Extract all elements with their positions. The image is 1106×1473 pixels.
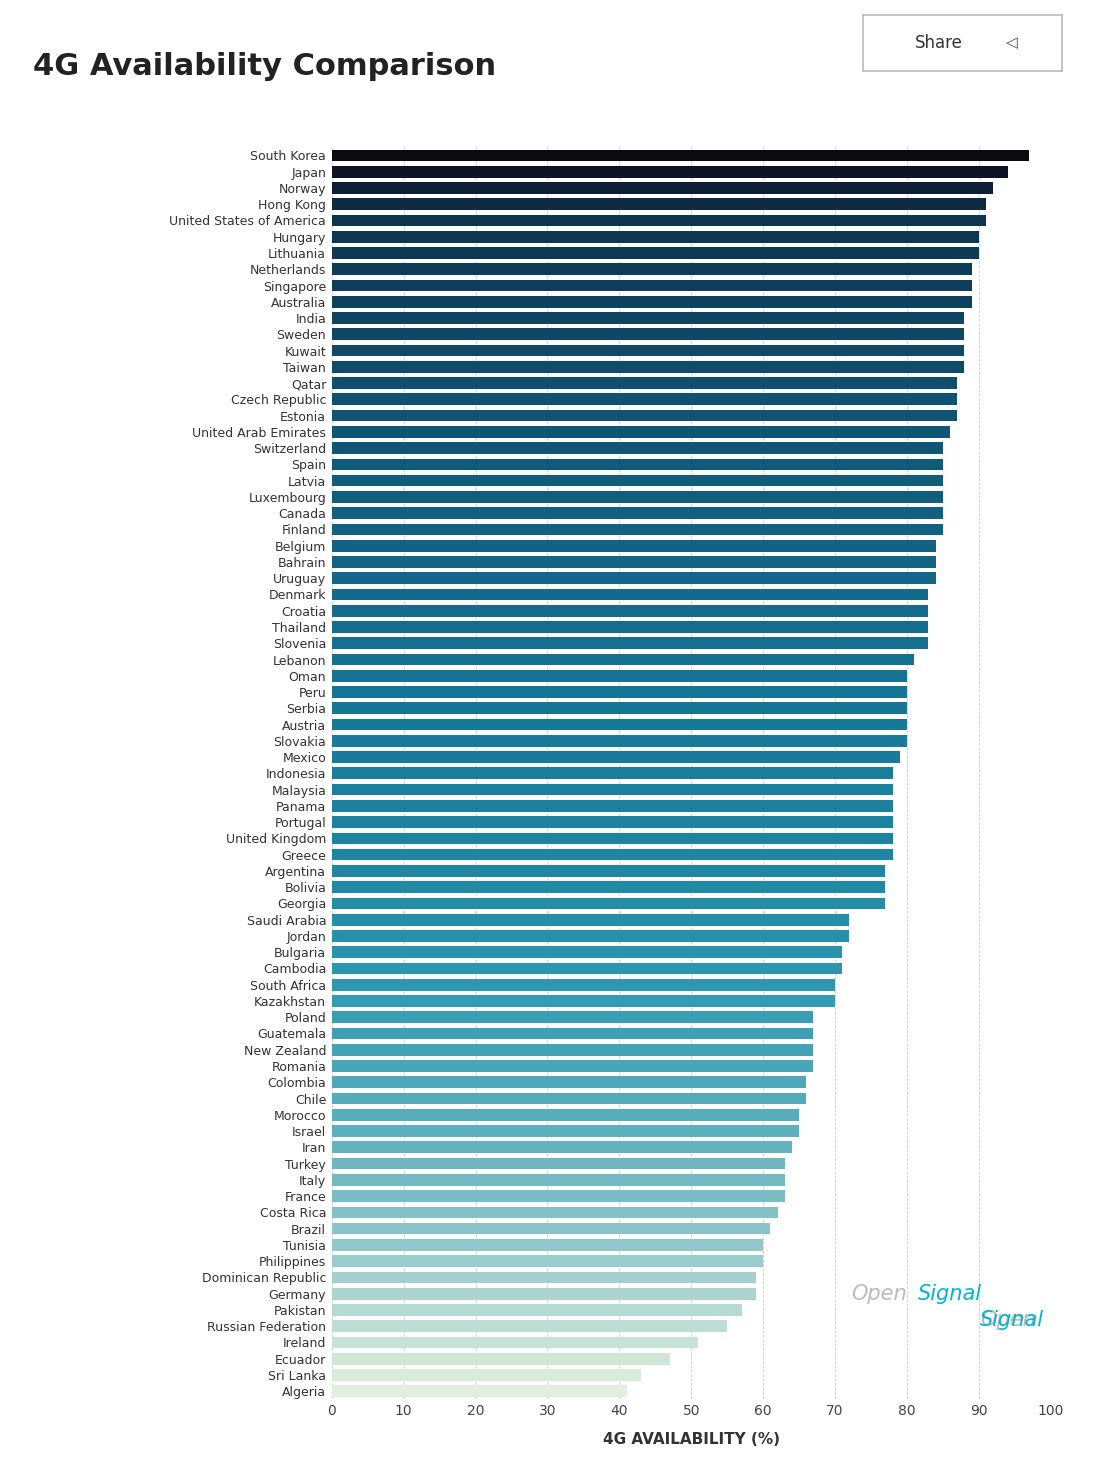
Bar [332, 361, 964, 373]
Text: Share: Share [915, 34, 962, 52]
Bar [332, 1190, 785, 1202]
Bar [332, 1125, 799, 1137]
Bar [332, 491, 942, 502]
Bar [332, 816, 893, 828]
Bar [332, 215, 987, 227]
Bar [332, 686, 907, 698]
Bar [332, 784, 893, 795]
Bar [332, 1368, 641, 1380]
Bar [332, 670, 907, 682]
Bar [332, 881, 885, 893]
Bar [332, 1287, 757, 1299]
Bar [332, 996, 835, 1008]
Text: Open: Open [981, 1311, 1036, 1330]
Bar [332, 1255, 763, 1267]
Bar [332, 589, 929, 601]
Bar [332, 539, 936, 551]
Bar [332, 150, 1029, 161]
Bar [332, 622, 929, 633]
Bar [332, 1158, 785, 1170]
Bar [332, 1223, 770, 1234]
Bar [332, 703, 907, 714]
Bar [332, 1012, 814, 1024]
Bar [332, 280, 972, 292]
Bar [332, 507, 942, 518]
Bar [332, 1320, 728, 1332]
Bar [332, 312, 964, 324]
Bar [332, 1206, 778, 1218]
Bar [332, 1174, 785, 1186]
Bar [332, 1044, 814, 1056]
Bar [332, 328, 964, 340]
Bar [332, 557, 936, 567]
Bar [332, 1386, 626, 1396]
Bar [332, 735, 907, 747]
Bar [332, 523, 942, 535]
Bar [332, 442, 942, 454]
Bar [332, 1336, 699, 1348]
Bar [332, 980, 835, 990]
Bar [332, 345, 964, 356]
Bar [332, 1093, 806, 1105]
Bar [332, 264, 972, 275]
Bar [332, 231, 979, 243]
Bar [332, 1077, 806, 1089]
Bar [332, 897, 885, 909]
Bar [332, 929, 849, 941]
Bar [332, 458, 942, 470]
Bar [332, 1109, 799, 1121]
Bar [332, 1271, 757, 1283]
Bar [332, 1352, 669, 1364]
Bar [332, 1142, 792, 1153]
Text: Open: Open [852, 1283, 907, 1304]
Bar [332, 767, 893, 779]
Bar [332, 962, 843, 974]
Text: Signal: Signal [918, 1283, 982, 1304]
Bar [332, 719, 907, 731]
Bar [332, 474, 942, 486]
Bar [332, 166, 1008, 178]
Bar [332, 913, 849, 925]
Bar [332, 573, 936, 585]
Bar [332, 865, 885, 876]
Bar [332, 946, 843, 957]
Bar [332, 377, 958, 389]
Bar [332, 848, 893, 860]
Bar [332, 1061, 814, 1072]
Bar [332, 1028, 814, 1040]
Bar [332, 199, 987, 211]
Bar [332, 1239, 763, 1251]
Bar [332, 605, 929, 617]
X-axis label: 4G AVAILABILITY (%): 4G AVAILABILITY (%) [603, 1432, 780, 1446]
Bar [332, 751, 900, 763]
Text: 4G Availability Comparison: 4G Availability Comparison [33, 52, 497, 81]
Bar [332, 393, 958, 405]
Bar [332, 638, 929, 650]
Bar [332, 183, 993, 194]
Text: Signal: Signal [980, 1311, 1044, 1330]
Bar [332, 426, 950, 437]
Bar [332, 296, 972, 308]
Text: ◁: ◁ [1006, 35, 1018, 50]
Bar [332, 832, 893, 844]
Bar [332, 800, 893, 812]
Bar [332, 654, 915, 666]
Bar [332, 247, 979, 259]
Bar [332, 1304, 742, 1315]
Bar [332, 409, 958, 421]
